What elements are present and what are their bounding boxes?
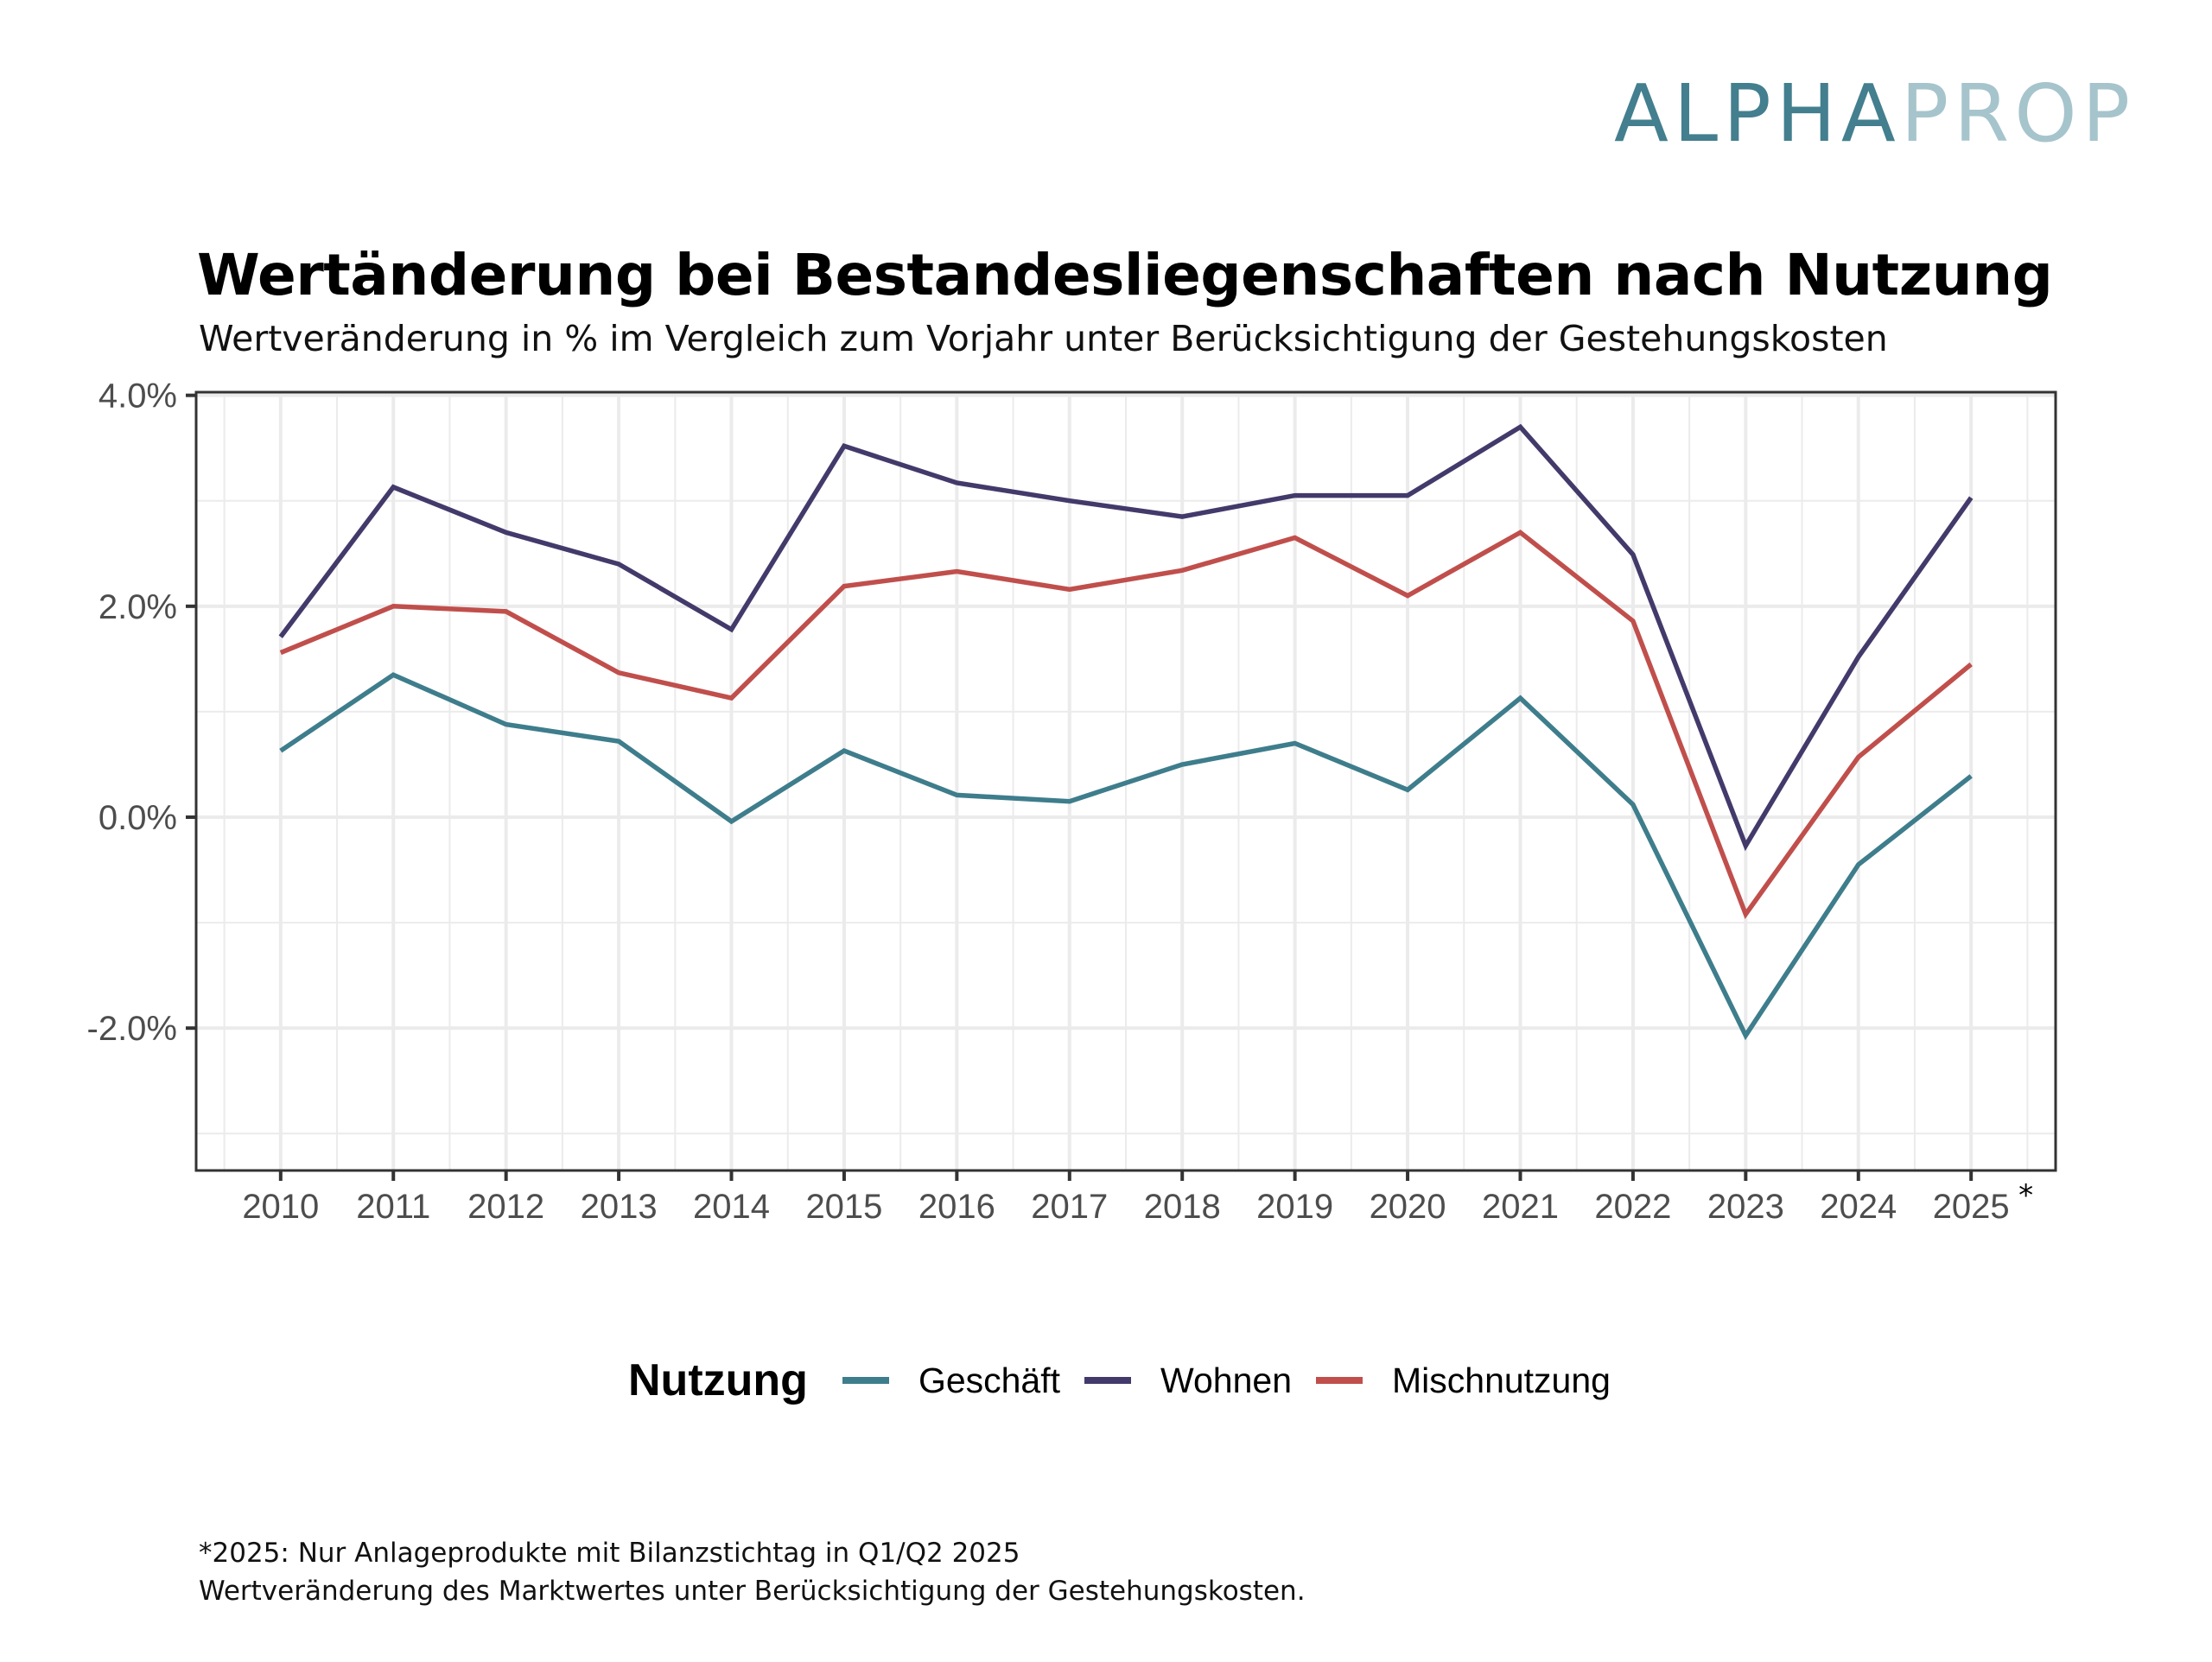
x-tick-label: 2023	[1707, 1188, 1784, 1226]
footnote-line-1: *2025: Nur Anlageprodukte mit Bilanzstic…	[199, 1538, 1020, 1569]
legend-item-mischnutzung: Mischnutzung	[1316, 1361, 1611, 1401]
logo-part-alpha: ALPHA	[1614, 67, 1901, 160]
x-tick-label: 2017	[1031, 1188, 1108, 1226]
x-tick-label: 2013	[581, 1188, 658, 1226]
x-tick-label: 2025	[1933, 1188, 2010, 1226]
logo-part-prop: PROP	[1900, 67, 2136, 160]
grid-major	[196, 392, 2056, 1170]
series-line-geschaeft	[279, 672, 1973, 1041]
x-tick-label: 2010	[242, 1188, 319, 1226]
series-line-wohnen	[278, 423, 1974, 852]
legend-label-mischnutzung: Mischnutzung	[1392, 1360, 1611, 1400]
alphaprop-logo: ALPHAPROP	[1614, 74, 2135, 154]
y-tick-label: 0.0%	[99, 799, 177, 837]
x-tick-label: 2024	[1820, 1188, 1897, 1226]
x-tick-label: 2019	[1256, 1188, 1333, 1226]
legend-key-geschaeft	[842, 1377, 889, 1384]
legend-title: Nutzung	[628, 1355, 808, 1405]
x-tick-label: 2012	[467, 1188, 544, 1226]
legend-label-wohnen: Wohnen	[1160, 1360, 1292, 1400]
x-tick-label: 2016	[918, 1188, 995, 1226]
y-tick-label: 4.0%	[99, 377, 177, 416]
x-axis: 2010 2011 2012 2013 2014 2015 2016 2017 2018 2019…	[242, 1170, 2033, 1226]
plot-frame	[194, 390, 2057, 1172]
legend-key-mischnutzung	[1316, 1377, 1363, 1384]
legend: Nutzung Geschäft Wohnen Mischnutzung	[628, 1354, 1635, 1406]
legend-key-wohnen	[1084, 1377, 1132, 1384]
y-tick-label: 2.0%	[99, 588, 177, 626]
y-tick-label: -2.0%	[87, 1010, 178, 1048]
x-annotation-asterisk: *	[2018, 1178, 2033, 1213]
y-axis: 4.0% 2.0% 0.0% -2.0%	[87, 377, 196, 1048]
footnote-line-2: Wertveränderung des Marktwertes unter Be…	[199, 1576, 1306, 1607]
chart-title: Wertänderung bei Bestandesliegenschaften…	[197, 242, 2053, 308]
x-tick-label: 2018	[1144, 1188, 1221, 1226]
x-tick-label: 2011	[356, 1188, 430, 1226]
legend-item-geschaeft: Geschäft	[842, 1361, 1060, 1401]
chart-subtitle: Wertveränderung in % im Vergleich zum Vo…	[199, 318, 1888, 359]
legend-item-wohnen: Wohnen	[1084, 1361, 1292, 1401]
x-tick-label: 2014	[693, 1188, 770, 1226]
series-lines	[278, 423, 1974, 1041]
x-tick-label: 2015	[805, 1188, 882, 1226]
x-tick-label: 2021	[1482, 1188, 1559, 1226]
footnote: *2025: Nur Anlageprodukte mit Bilanzstic…	[199, 1534, 1306, 1610]
legend-label-geschaeft: Geschäft	[918, 1360, 1061, 1400]
x-tick-label: 2020	[1370, 1188, 1446, 1226]
series-line-mischnutzung	[279, 530, 1973, 920]
x-tick-label: 2022	[1594, 1188, 1671, 1226]
line-chart: 4.0%2.0%0.0%-2.0% 2010 2011 2012 2013 2014 20…	[87, 377, 2057, 1226]
